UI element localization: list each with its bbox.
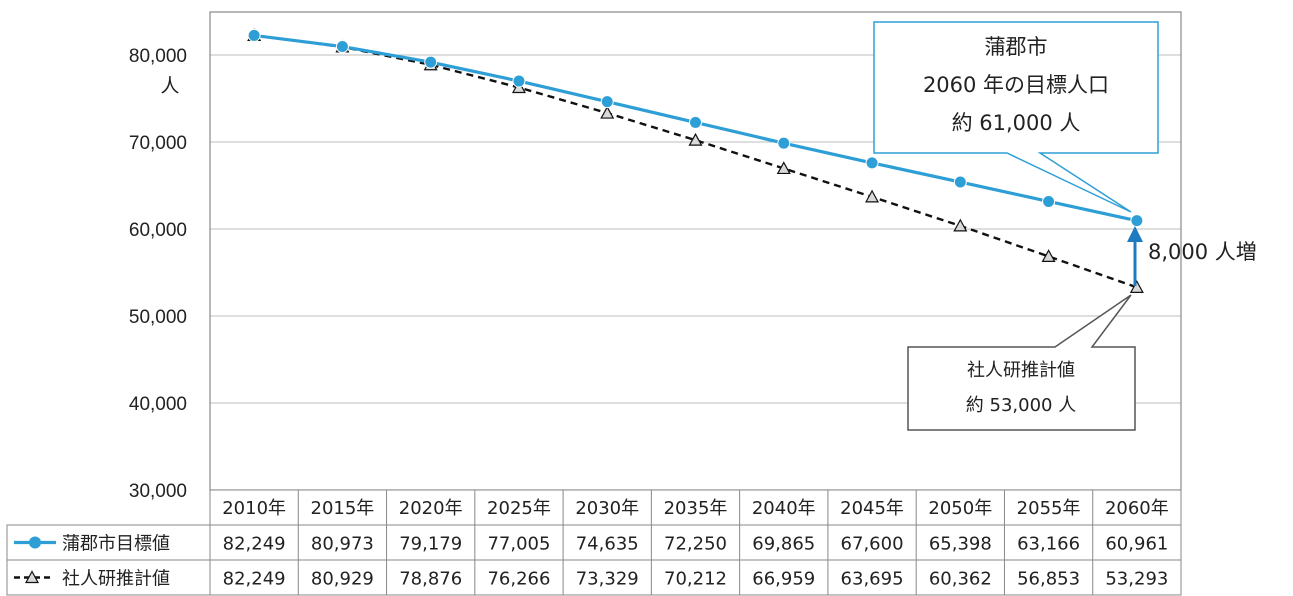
y-tick-label: 70,000 [129,133,187,154]
category-label: 2035年 [664,498,728,519]
y-tick-label: 80,000 [129,46,187,67]
category-label: 2020年 [399,498,463,519]
table-cell-value: 56,853 [1017,569,1080,590]
projection-point [776,161,791,175]
projection-point [953,218,968,232]
difference-label: 8,000 人増 [1148,240,1257,264]
category-label: 2060年 [1105,498,1169,519]
table-cell-value: 78,876 [399,569,462,590]
data-table: 2010年 2015年 2020年 2025年 2030年 2035年 2040年 2045年… [6,489,1182,596]
y-tick-label: 30,000 [129,481,187,502]
y-tick-label: 50,000 [129,307,187,328]
target-point [512,74,526,88]
target-point [865,156,879,170]
legend-label: 蒲郡市目標値 [62,534,170,555]
target-point [1042,194,1056,208]
target-callout: 蒲郡市 2060 年の目標人口 約 61,000 人 [873,21,1159,213]
legend-label: 社人研推計値 [62,569,170,590]
table-cell-value: 77,005 [487,534,550,555]
category-label: 2030年 [575,498,639,519]
projection-point [688,132,703,146]
category-label: 2010年 [222,498,286,519]
category-label: 2015年 [311,498,375,519]
target-callout-line-2: 2060 年の目標人口 [923,73,1109,97]
category-label: 2045年 [840,498,904,519]
table-cell-value: 63,166 [1017,534,1080,555]
table-cell-value: 76,266 [487,569,550,590]
target-point [335,40,349,54]
table-cell-value: 66,959 [752,569,815,590]
table-cell-value: 82,249 [223,569,286,590]
projection-callout-line-1: 社人研推計値 [967,360,1075,381]
table-cell-value: 53,293 [1105,569,1168,590]
target-point [424,55,438,69]
target-point [600,95,614,109]
data-row [6,524,1182,561]
category-label: 2040年 [752,498,816,519]
y-axis-tick-labels: 80,000 70,000 60,000 50,000 40,000 30,000 [129,46,187,502]
header-row [209,489,1182,526]
table-cell-value: 80,973 [311,534,374,555]
table-cell-value: 73,329 [576,569,639,590]
target-point [247,28,261,42]
target-callout-line-3: 約 61,000 人 [952,111,1081,135]
series-layer [247,28,1144,293]
legend-target: 蒲郡市目標値 [14,534,170,555]
projection-callout-line-2: 約 53,000 人 [966,395,1076,416]
y-axis-unit-label: 人 [160,75,179,97]
table-cell-value: 82,249 [223,534,286,555]
y-tick-label: 60,000 [129,220,187,241]
table-cell-value: 63,695 [841,569,904,590]
legend-marker [29,536,41,549]
target-point [689,115,702,129]
category-label: 2050年 [928,498,992,519]
table-cell-value: 70,212 [664,569,727,590]
table-cell-value: 65,398 [929,534,992,555]
table-cell-value: 67,600 [841,534,904,555]
target-point [777,136,791,150]
projection-point [1129,280,1144,293]
projection-point [600,105,615,119]
table-cell-value: 60,961 [1105,534,1168,555]
data-row [6,559,1182,596]
category-label: 2025年 [487,498,551,519]
series-line-projection [253,34,1138,289]
table-cell-value: 80,929 [311,569,374,590]
legend-marker [24,570,40,584]
target-point [953,175,967,189]
difference-arrow [1127,226,1143,286]
table-cell-value: 69,865 [752,534,815,555]
table-cell-value: 79,179 [399,534,462,555]
table-cell-value: 72,250 [664,534,727,555]
legend-projection: 社人研推計値 [14,569,170,590]
y-tick-label: 40,000 [129,394,187,415]
category-label: 2055年 [1017,498,1081,519]
projection-callout: 社人研推計値 約 53,000 人 [907,294,1136,431]
target-point [1130,214,1144,228]
target-callout-line-1: 蒲郡市 [985,35,1048,59]
table-cell-value: 74,635 [576,534,639,555]
projection-point [865,189,880,203]
projection-point [1041,249,1056,262]
table-cell-value: 60,362 [929,569,992,590]
